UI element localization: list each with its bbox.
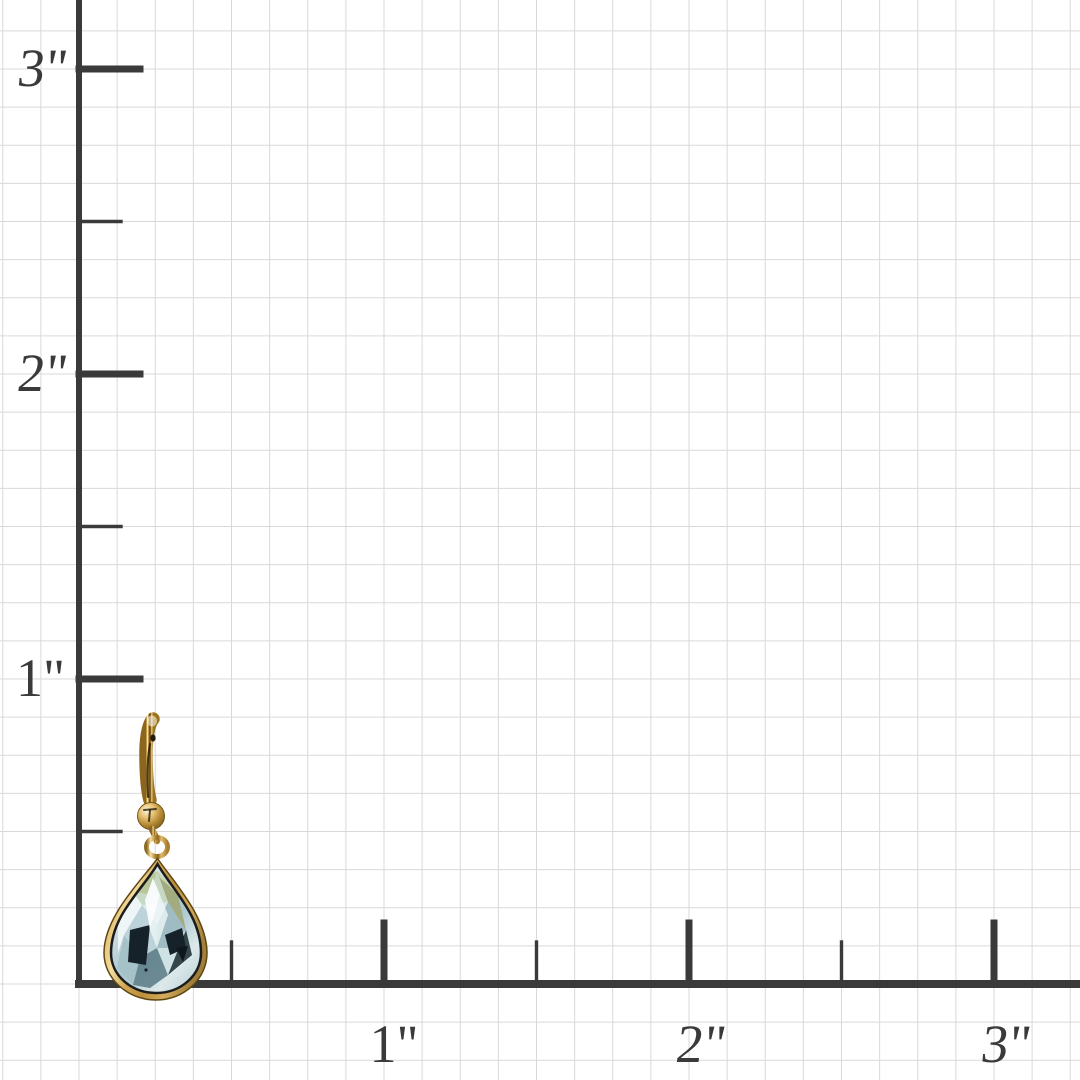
- svg-text:2": 2": [673, 1014, 729, 1074]
- svg-text:3": 3": [978, 1014, 1034, 1074]
- svg-text:3": 3": [14, 38, 70, 98]
- svg-text:2": 2": [14, 343, 70, 403]
- svg-text:1": 1": [369, 1014, 418, 1074]
- svg-text:1": 1": [16, 648, 65, 708]
